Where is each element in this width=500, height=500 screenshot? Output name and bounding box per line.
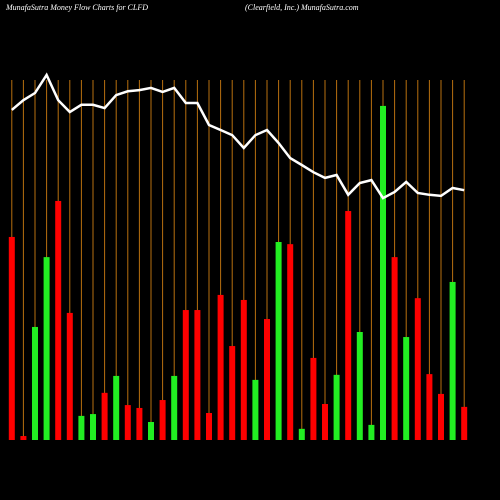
chart-title: MunafaSutra Money Flow Charts for CLFD [5, 3, 148, 12]
bar [264, 319, 270, 440]
bar [229, 346, 236, 440]
bar [380, 105, 386, 441]
bar [78, 415, 85, 440]
bar [275, 242, 282, 440]
bar [20, 436, 27, 440]
bar [194, 310, 201, 440]
bar [449, 281, 456, 440]
money-flow-line [10, 72, 465, 200]
bar [159, 400, 166, 440]
bar [356, 332, 363, 440]
bar [322, 404, 328, 440]
bar [66, 312, 73, 440]
bar [217, 294, 224, 440]
bar [368, 424, 375, 440]
bar [113, 375, 120, 440]
bar [403, 337, 410, 440]
bar [240, 299, 247, 440]
bar [426, 374, 433, 440]
bar [32, 326, 38, 440]
bar [252, 379, 259, 440]
bar [461, 406, 468, 440]
bar [414, 298, 421, 440]
bar [43, 257, 50, 440]
bar [171, 375, 178, 440]
bar [8, 236, 15, 440]
bar [333, 374, 340, 440]
bar [391, 257, 398, 440]
bar [101, 392, 108, 440]
bar [148, 422, 154, 440]
bar [310, 357, 317, 440]
bar [136, 407, 143, 440]
bar [206, 413, 212, 440]
bar [124, 405, 131, 440]
bar [298, 428, 305, 440]
bar [55, 200, 62, 440]
bar [182, 310, 189, 440]
chart-subtitle: (Clearfield, Inc.) MunafaSutra.com [245, 3, 359, 12]
bar [345, 211, 352, 440]
bar [90, 414, 96, 440]
bar [287, 244, 294, 440]
bar [438, 393, 444, 440]
